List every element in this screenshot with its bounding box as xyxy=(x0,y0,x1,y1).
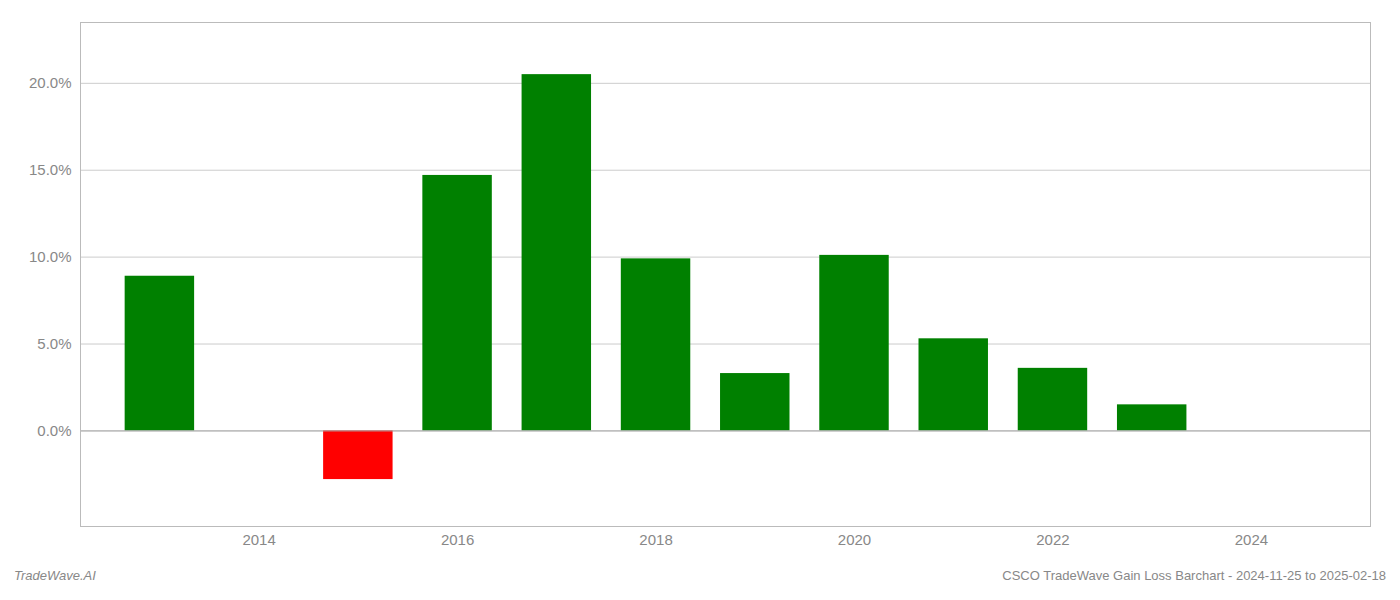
svg-text:2016: 2016 xyxy=(441,531,474,548)
svg-text:2024: 2024 xyxy=(1235,531,1268,548)
html-text:TradeWave.AI: TradeWave.AI xyxy=(14,568,96,583)
svg-text:2020: 2020 xyxy=(838,531,871,548)
svg-text:15.0%: 15.0% xyxy=(29,161,72,178)
svg-text:5.0%: 5.0% xyxy=(37,335,71,352)
svg-text:10.0%: 10.0% xyxy=(29,248,72,265)
svg-text:2014: 2014 xyxy=(242,531,275,548)
html-text:CSCO TradeWave Gain Loss Barch: CSCO TradeWave Gain Loss Barchart - 2024… xyxy=(1002,568,1386,583)
svg-text:0.0%: 0.0% xyxy=(37,422,71,439)
svg-text:2018: 2018 xyxy=(639,531,672,548)
svg-text:2022: 2022 xyxy=(1036,531,1069,548)
svg-text:20.0%: 20.0% xyxy=(29,74,72,91)
